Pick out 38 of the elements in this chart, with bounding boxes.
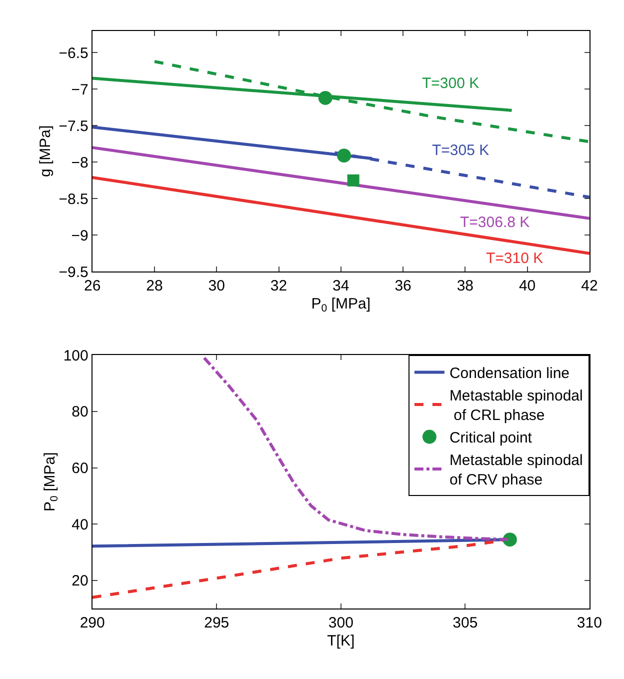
y-tick-label: 20 (72, 572, 88, 590)
point (347, 174, 360, 186)
y-tick-label: −8 (71, 154, 88, 172)
x-tick-label: 38 (456, 278, 474, 295)
x-tick-label: 42 (581, 278, 598, 295)
x-tick-label: 36 (394, 278, 412, 295)
y-tick-label: −8.5 (58, 190, 88, 208)
x-tick-label: 40 (518, 278, 536, 295)
y-tick-label: 80 (72, 404, 88, 421)
y-tick-label: −7 (71, 81, 88, 98)
y-tick-label: 100 (63, 347, 88, 364)
x-tick-label: 290 (80, 614, 105, 632)
point (337, 148, 352, 163)
legend-label: Metastable spinodal of CRL phase (449, 388, 583, 424)
y-tick-label: 40 (72, 516, 88, 534)
x-tick-label: 305 (452, 614, 478, 632)
y-axis-title: g [MPa] (36, 125, 54, 178)
y-tick-label: −6.5 (58, 44, 88, 62)
legend-label: Critical point (449, 430, 533, 447)
x-tick-label: 295 (204, 614, 230, 632)
x-tick-label: 28 (146, 278, 163, 295)
x-axis-title: P$_{0}$ [MPa] (311, 296, 371, 315)
point (318, 90, 332, 105)
series-label: T=300 K (422, 75, 480, 92)
series-label: T=310 K (486, 250, 544, 267)
x-tick-label: 30 (208, 278, 225, 295)
series-label: T=306.8 K (460, 214, 530, 231)
y-tick-label: −9 (71, 227, 88, 244)
x-tick-label: 34 (332, 278, 350, 295)
y-tick-label: 60 (72, 460, 88, 478)
text: T=305 K (432, 142, 490, 159)
legend-label: Metastable spinodal of CRV phase (449, 452, 583, 489)
x-tick-label: 310 (576, 614, 602, 632)
legend-label: Condensation line (449, 365, 570, 382)
x-axis-title: T[K] (327, 632, 355, 650)
x-tick-label: 32 (270, 278, 288, 295)
y-tick-label: −7.5 (58, 118, 88, 135)
x-tick-label: 300 (328, 614, 354, 632)
